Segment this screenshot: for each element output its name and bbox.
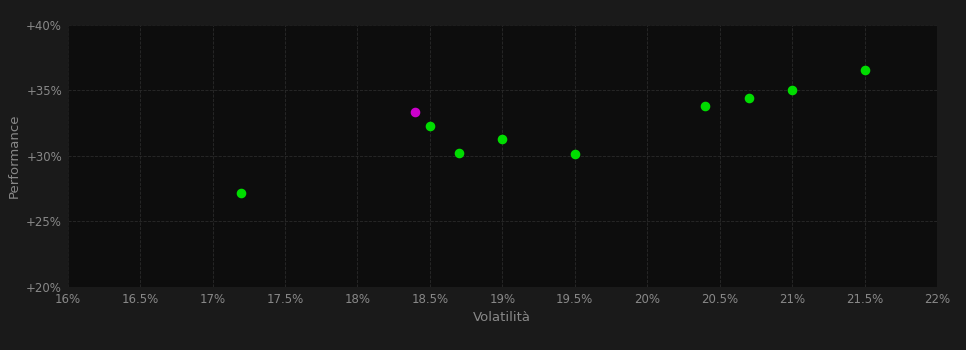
Point bbox=[784, 88, 800, 93]
Point bbox=[422, 123, 438, 128]
Y-axis label: Performance: Performance bbox=[8, 113, 20, 198]
Point bbox=[451, 150, 467, 156]
Point bbox=[697, 103, 713, 108]
Point bbox=[495, 136, 510, 141]
Point bbox=[741, 95, 756, 101]
Point bbox=[408, 110, 423, 115]
X-axis label: Volatilità: Volatilità bbox=[473, 311, 531, 324]
Point bbox=[234, 190, 249, 195]
Point bbox=[567, 152, 582, 157]
Point bbox=[857, 68, 872, 73]
